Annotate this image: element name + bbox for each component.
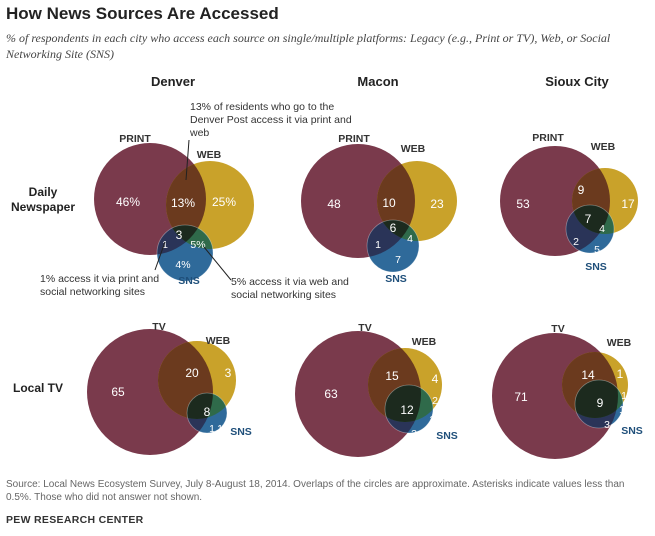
- value-legacy-web: 10: [382, 196, 396, 210]
- set-label-web: WEB: [412, 336, 437, 348]
- value-legacy-only: 71: [514, 390, 528, 404]
- value-legacy-sns: 1: [217, 423, 223, 435]
- set-label-web: WEB: [401, 143, 426, 155]
- all-three-overlap: [572, 205, 610, 234]
- value-all-three: 7: [585, 212, 592, 226]
- value-web-sns: 1: [621, 390, 627, 402]
- set-label-web: WEB: [197, 149, 222, 161]
- chart-subtitle: % of respondents in each city who access…: [6, 31, 611, 61]
- pew-credit: PEW RESEARCH CENTER: [6, 514, 144, 526]
- value-all-three: 3: [176, 228, 183, 242]
- sns-outline: [565, 204, 615, 254]
- set-label-web: WEB: [206, 335, 231, 347]
- value-sns-only: 5: [594, 244, 600, 256]
- venn-panel-macon-newspaper: PRINT WEB SNS 48 23 10 61 47: [301, 133, 457, 285]
- annotation-web-sns: 5% access it via web and social networki…: [231, 276, 349, 301]
- sns-outline: [574, 379, 624, 429]
- set-label-print: PRINT: [338, 133, 370, 145]
- value-sns-only: 1: [209, 423, 215, 435]
- value-web-only: 25%: [212, 195, 236, 209]
- set-label-print: PRINT: [119, 133, 151, 145]
- venn-panel-denver-newspaper: PRINT WEB SNS 46% 25% 13% 31 5%4%: [94, 133, 254, 287]
- value-all-three: 6: [390, 221, 397, 235]
- value-legacy-only: 63: [324, 387, 338, 401]
- value-legacy-web: 13%: [171, 196, 195, 210]
- venn-panel-sioux-city-newspaper: PRINT WEB SNS 53 17 9 72 4 5: [500, 132, 638, 273]
- value-web-only: 17: [621, 197, 635, 211]
- legacy-web-overlap: [158, 341, 213, 419]
- venn-panel-macon-tv: TV WEB SNS 63 4 15 12 3 2 1: [295, 322, 458, 457]
- all-three-group: [572, 205, 610, 234]
- annotation-print-sns: 1% access it via print and social networ…: [40, 273, 160, 298]
- value-legacy-only: 65: [111, 385, 125, 399]
- sns-outline: [366, 219, 420, 273]
- set-label-tv: TV: [152, 321, 165, 333]
- set-label-tv: TV: [551, 323, 564, 335]
- value-all-three: 8: [204, 405, 211, 419]
- city-label-denver: Denver: [150, 74, 196, 89]
- value-legacy-sns: 1: [375, 239, 381, 251]
- value-legacy-sns: 2: [573, 236, 579, 248]
- value-legacy-only: 48: [327, 197, 341, 211]
- all-three-group: [385, 385, 421, 422]
- value-web-only: 4: [432, 372, 439, 386]
- set-label-sns: SNS: [178, 275, 200, 287]
- set-label-tv: TV: [358, 322, 371, 334]
- sns-outline: [156, 224, 214, 282]
- city-label-macon: Macon: [357, 74, 399, 89]
- leader-line-print-sns: [154, 241, 166, 271]
- value-all-three: 9: [597, 396, 604, 410]
- set-label-sns: SNS: [585, 261, 607, 273]
- sns-outline: [186, 392, 228, 434]
- value-legacy-sns: 3: [604, 419, 610, 431]
- value-web-sns: 4: [407, 233, 413, 245]
- annotation-leader-lines: [154, 139, 232, 281]
- set-label-sns: SNS: [436, 430, 458, 442]
- set-label-web: WEB: [591, 141, 616, 153]
- set-label-sns: SNS: [621, 425, 643, 437]
- set-label-print: PRINT: [532, 132, 564, 144]
- value-legacy-only: 46%: [116, 195, 140, 209]
- all-three-overlap: [187, 393, 213, 419]
- value-legacy-web: 9: [578, 183, 585, 197]
- leader-line-print-web: [185, 139, 190, 181]
- value-web-sns: 2: [432, 395, 438, 407]
- value-legacy-web: 14: [581, 368, 595, 382]
- chart-title: How News Sources Are Accessed: [6, 4, 279, 23]
- value-web-sns: *: [229, 406, 233, 418]
- leader-line-web-sns: [203, 246, 232, 281]
- set-label-web: WEB: [607, 337, 632, 349]
- value-web-only: 3: [225, 366, 232, 380]
- value-legacy-sns: 1: [162, 239, 168, 251]
- value-web-only: 1: [617, 367, 624, 381]
- value-sns-only: 1: [429, 414, 435, 426]
- value-legacy-only: 53: [516, 197, 530, 211]
- value-sns-only: 1: [619, 404, 625, 416]
- row-label-local-tv: Local TV: [12, 381, 63, 395]
- value-all-three: 12: [400, 403, 414, 417]
- sns-outline: [384, 384, 434, 434]
- set-label-sns: SNS: [230, 426, 252, 438]
- value-legacy-web: 15: [385, 369, 399, 383]
- city-label-sioux-city: Sioux City: [545, 74, 609, 89]
- value-legacy-sns: 3: [411, 428, 417, 440]
- row-label-daily-newspaper: Daily Newspaper: [10, 185, 76, 214]
- value-web-sns: 5%: [190, 239, 205, 251]
- source-note: Source: Local News Ecosystem Survey, Jul…: [6, 479, 625, 503]
- value-web-only: 23: [430, 197, 444, 211]
- annotation-print-web: 13% of residents who go to the Denver Po…: [190, 101, 352, 139]
- set-label-sns: SNS: [385, 273, 407, 285]
- value-sns-only: 4%: [175, 259, 190, 271]
- value-legacy-web: 20: [185, 366, 199, 380]
- all-three-overlap: [385, 385, 421, 422]
- all-three-group: [187, 393, 213, 419]
- value-web-sns: 4: [599, 223, 605, 235]
- value-sns-only: 7: [395, 254, 401, 266]
